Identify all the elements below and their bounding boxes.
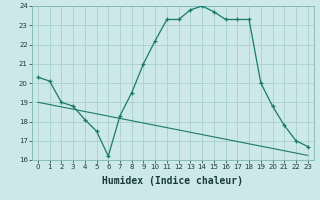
X-axis label: Humidex (Indice chaleur): Humidex (Indice chaleur) bbox=[102, 176, 243, 186]
